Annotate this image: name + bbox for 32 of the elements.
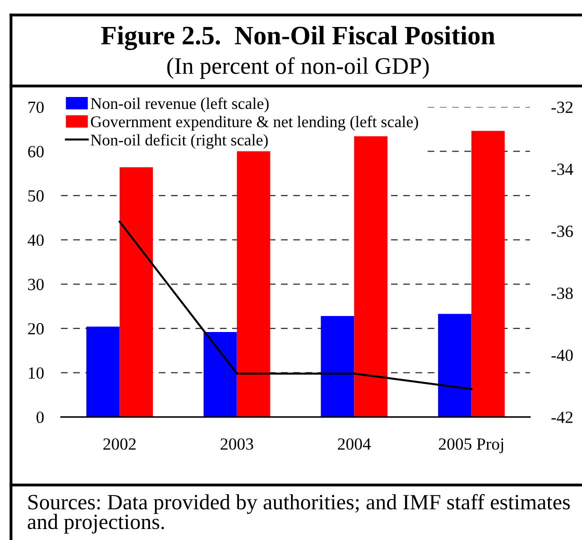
x-tick-label: 2004 [338,438,371,450]
y2-tick-label: -42 [551,412,572,423]
y-tick-label: 70 [28,102,44,114]
bar [86,326,120,417]
bar [320,316,354,417]
legend-label: Non-oil revenue (left scale) [90,97,269,112]
y2-tick-label: -40 [551,350,573,362]
y2-tick-label: -36 [551,226,573,238]
y-tick-label: 60 [28,146,44,158]
chart-subtitle: (In percent of non-oil GDP) [167,57,429,79]
x-tick-label: 2005 Proj [438,438,504,454]
legend-label: Government expenditure & net lending (left scale) [90,116,418,131]
y2-tick-label: -34 [551,164,574,176]
x-tick-label: 2003 [220,438,254,450]
bar [120,167,153,417]
y-tick-label: 30 [28,278,44,290]
x-tick-label: 2002 [103,438,136,450]
source-note: Sources: Data provided by authorities; and IMF staff estimates and projections. [28,494,570,534]
y-tick-label: 20 [28,323,44,334]
y-tick-label: 40 [28,234,44,246]
bar [438,314,472,417]
bar [204,332,237,417]
y-tick-label: 10 [28,367,44,379]
y-tick-label: 0 [36,412,44,424]
bar [236,151,270,417]
y2-tick-label: -32 [551,102,572,114]
chart-title: Figure 2.5. Non-Oil Fiscal Position [101,26,495,50]
bar [354,136,388,417]
bar [471,130,505,417]
y-tick-label: 50 [28,190,44,202]
legend-label: Non-oil deficit (right scale) [90,134,268,149]
y2-tick-label: -38 [551,288,573,300]
